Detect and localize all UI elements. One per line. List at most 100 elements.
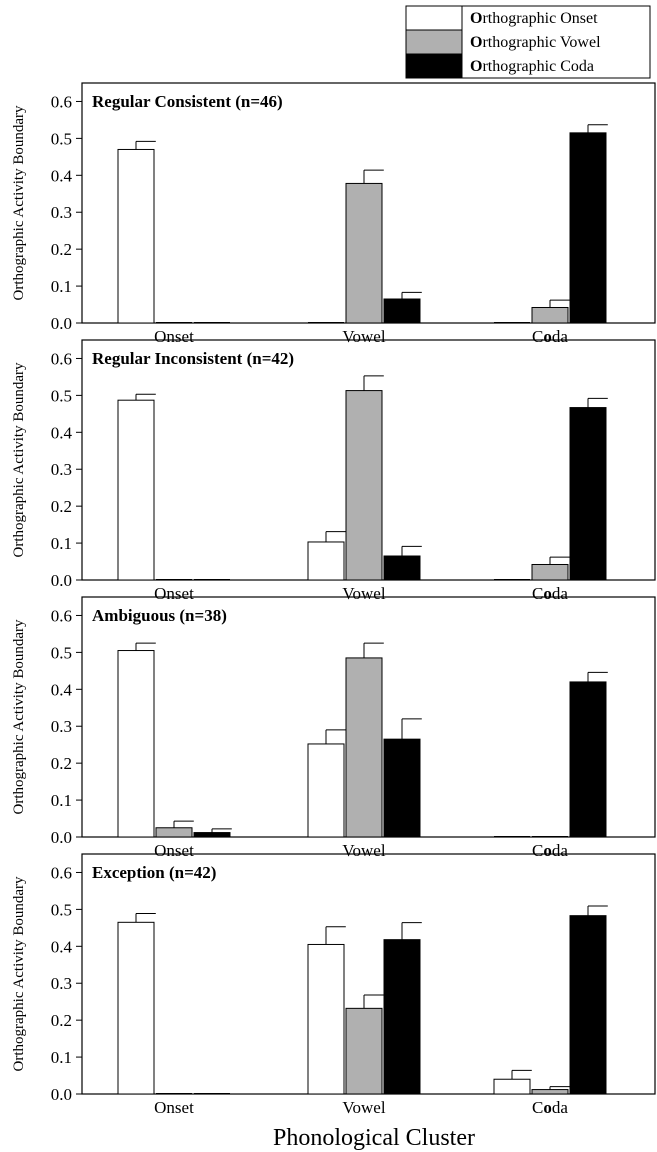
legend-swatch xyxy=(405,5,463,31)
y-tick-label: 0.0 xyxy=(51,571,72,590)
y-tick-label: 0.2 xyxy=(51,1011,72,1030)
x-tick-label-part: Vowel xyxy=(342,327,385,346)
legend-entry: Orthographic Coda xyxy=(470,58,594,75)
panel-title: Regular Consistent (n=46) xyxy=(92,92,283,111)
y-tick-label: 0.4 xyxy=(51,680,73,699)
panel-title: Ambiguous (n=38) xyxy=(92,606,227,625)
x-tick-label: Coda xyxy=(532,1098,568,1117)
x-tick-label-part: Onset xyxy=(154,1098,194,1117)
bar xyxy=(117,650,155,838)
x-tick-label: Vowel xyxy=(342,841,385,860)
x-tick-label-part: Onset xyxy=(154,584,194,603)
bar xyxy=(493,1078,531,1095)
y-tick-label: 0.6 xyxy=(51,92,72,111)
x-tick-label: Vowel xyxy=(342,584,385,603)
bar xyxy=(569,915,607,1095)
bar xyxy=(345,1007,383,1095)
bar xyxy=(193,832,231,838)
bar xyxy=(383,939,421,1095)
x-tick-label-part: da xyxy=(552,584,569,603)
y-tick-label: 0.3 xyxy=(51,460,72,479)
y-tick-label: 0.6 xyxy=(51,606,72,625)
x-tick-label-part: o xyxy=(543,584,552,603)
y-tick-label: 0.4 xyxy=(51,937,73,956)
y-tick-label: 0.1 xyxy=(51,791,72,810)
y-tick-label: 0.2 xyxy=(51,240,72,259)
bar xyxy=(531,563,569,581)
y-tick-label: 0.1 xyxy=(51,277,72,296)
legend-entry-label: rthographic Onset xyxy=(482,10,598,27)
x-tick-label-part: Onset xyxy=(154,327,194,346)
chart-panel: 0.0 0.1 0.2 0.3 0.4 0.5 0.6 Orthographic Activi… xyxy=(11,339,656,603)
y-tick-label: 0.5 xyxy=(51,900,72,919)
x-tick-label-part: Vowel xyxy=(342,1098,385,1117)
legend-swatch xyxy=(405,53,463,79)
x-tick-label-part: C xyxy=(532,327,543,346)
y-tick-label: 0.1 xyxy=(51,1048,72,1067)
x-tick-label: Onset xyxy=(154,584,194,603)
panel-title: Regular Inconsistent (n=42) xyxy=(92,349,294,368)
bar xyxy=(569,407,607,581)
y-tick-label: 0.0 xyxy=(51,314,72,333)
x-tick-label-part: Vowel xyxy=(342,584,385,603)
x-tick-label-part: C xyxy=(532,841,543,860)
legend-entry: Orthographic Vowel xyxy=(470,34,601,51)
y-axis-label: Orthographic Activity Boundary xyxy=(11,105,27,300)
y-axis-label: Orthographic Activity Boundary xyxy=(11,876,27,1071)
legend-swatch xyxy=(405,29,463,55)
chart-panels: 0.0 0.1 0.2 0.3 0.4 0.5 0.6 Orthographic Activi… xyxy=(11,82,656,1117)
legend-entry-initial: O xyxy=(470,58,482,75)
x-tick-label: Onset xyxy=(154,1098,194,1117)
y-axis-label: Orthographic Activity Boundary xyxy=(11,362,27,557)
x-tick-label-part: Vowel xyxy=(342,841,385,860)
y-axis-label: Orthographic Activity Boundary xyxy=(11,619,27,814)
x-tick-label: Vowel xyxy=(342,327,385,346)
y-tick-label: 0.3 xyxy=(51,974,72,993)
x-tick-label: Vowel xyxy=(342,1098,385,1117)
chart-panel: 0.0 0.1 0.2 0.3 0.4 0.5 0.6 Orthographic Activi… xyxy=(11,853,656,1117)
x-tick-label-part: C xyxy=(532,1098,543,1117)
bar xyxy=(307,943,345,1095)
x-axis-label: Phonological Cluster xyxy=(273,1125,475,1151)
bar xyxy=(531,306,569,324)
bar xyxy=(155,827,193,838)
panel-title: Exception (n=42) xyxy=(92,863,216,882)
x-tick-label: Coda xyxy=(532,841,568,860)
legend-entry-initial: O xyxy=(470,10,482,27)
bar xyxy=(383,298,421,324)
bar xyxy=(345,657,383,838)
y-tick-label: 0.2 xyxy=(51,497,72,516)
x-tick-label-part: o xyxy=(543,327,552,346)
bar xyxy=(569,681,607,838)
legend-entry: Orthographic Onset xyxy=(470,10,598,27)
x-tick-label-part: da xyxy=(552,327,569,346)
bar xyxy=(569,132,607,324)
bar xyxy=(307,541,345,581)
bar xyxy=(383,555,421,581)
x-tick-label: Onset xyxy=(154,327,194,346)
y-tick-label: 0.5 xyxy=(51,643,72,662)
y-tick-label: 0.5 xyxy=(51,386,72,405)
bar xyxy=(345,182,383,324)
y-tick-label: 0.3 xyxy=(51,717,72,736)
y-tick-label: 0.0 xyxy=(51,828,72,847)
y-tick-label: 0.6 xyxy=(51,863,72,882)
x-tick-label-part: da xyxy=(552,841,569,860)
x-tick-label: Onset xyxy=(154,841,194,860)
bar xyxy=(117,921,155,1095)
x-tick-label-part: o xyxy=(543,1098,552,1117)
y-tick-label: 0.3 xyxy=(51,203,72,222)
legend-entry-label: rthographic Vowel xyxy=(482,34,601,51)
bar xyxy=(307,743,345,838)
legend-entry-initial: O xyxy=(470,34,482,51)
x-tick-label: Coda xyxy=(532,327,568,346)
x-tick-label-part: Onset xyxy=(154,841,194,860)
bar xyxy=(117,148,155,324)
x-tick-label: Coda xyxy=(532,584,568,603)
chart-panel: 0.0 0.1 0.2 0.3 0.4 0.5 0.6 Orthographic Activi… xyxy=(11,596,656,860)
bar xyxy=(383,738,421,838)
x-tick-label-part: C xyxy=(532,584,543,603)
bar xyxy=(117,399,155,581)
